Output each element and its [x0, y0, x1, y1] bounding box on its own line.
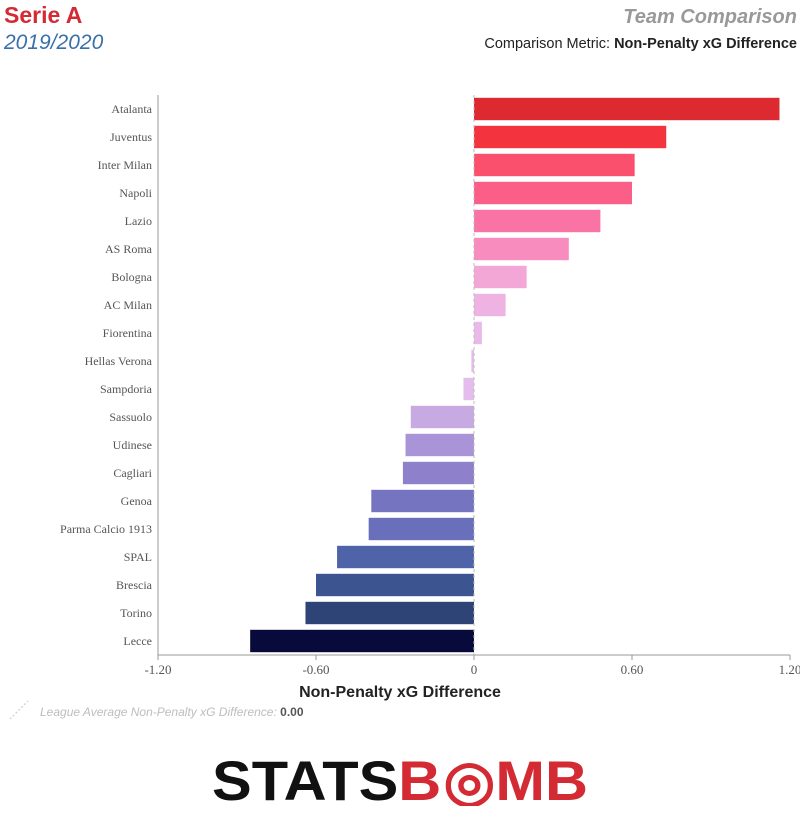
team-label: Lecce [123, 634, 152, 648]
bar-lazio [474, 209, 601, 233]
team-label: Juventus [110, 130, 152, 144]
bar-sassuolo [410, 405, 474, 429]
league-average-label: League Average Non-Penalty xG Difference… [40, 705, 281, 719]
logo-text-right: MB [495, 752, 588, 806]
x-tick-label: 0 [471, 662, 478, 677]
comparison-metric: Comparison Metric: Non-Penalty xG Differ… [484, 36, 797, 52]
bar-hellas-verona [471, 349, 474, 373]
bar-torino [305, 601, 474, 625]
x-tick-label: 1.20 [779, 662, 800, 677]
report-title: Team Comparison [623, 6, 797, 28]
team-labels-layer: Atalanta Juventus Inter Milan Napoli Lazio AS… [60, 102, 153, 648]
bar-sampdoria [463, 377, 474, 401]
team-label: Udinese [113, 438, 152, 452]
bar-lecce [250, 629, 474, 653]
team-label: Inter Milan [98, 158, 152, 172]
bar-as-roma [474, 237, 569, 261]
league-title: Serie A [4, 2, 83, 28]
bar-chart: Atalanta Juventus Inter Milan Napoli Lazio AS… [60, 95, 800, 677]
bar-juventus [474, 125, 667, 149]
bar-bologna [474, 265, 527, 289]
team-label: Atalanta [111, 102, 152, 116]
statsbomb-logo: STATS B◎MB [212, 752, 588, 806]
bar-ac-milan [474, 293, 506, 317]
team-label: Lazio [125, 214, 152, 228]
league-average-value: 0.00 [280, 705, 304, 719]
metric-prefix: Comparison Metric: [484, 36, 615, 52]
metric-name: Non-Penalty xG Difference [614, 36, 797, 52]
logo-text-left: STATS [212, 752, 398, 806]
team-label: SPAL [124, 550, 152, 564]
team-label: AC Milan [104, 298, 152, 312]
team-label: Napoli [119, 186, 152, 200]
bar-inter-milan [474, 153, 635, 177]
bar-cagliari [402, 461, 474, 485]
bars-layer [250, 97, 780, 653]
team-label: Genoa [121, 494, 153, 508]
x-tick-label: -0.60 [302, 662, 329, 677]
bar-napoli [474, 181, 632, 205]
team-label: Sassuolo [109, 410, 152, 424]
axes-layer: -1.20 -0.60 0 0.60 1.20 [144, 95, 800, 677]
dotted-line-icon [9, 700, 29, 720]
team-label: Sampdoria [100, 382, 153, 396]
bar-fiorentina [474, 321, 482, 345]
team-label: Hellas Verona [85, 354, 153, 368]
bar-udinese [405, 433, 474, 457]
x-tick-label: 0.60 [621, 662, 644, 677]
league-average-note: League Average Non-Penalty xG Difference… [40, 705, 304, 719]
team-label: AS Roma [105, 242, 153, 256]
team-label: Brescia [116, 578, 153, 592]
bar-atalanta [474, 97, 780, 121]
team-label: Fiorentina [103, 326, 153, 340]
bar-brescia [316, 573, 474, 597]
x-axis-label: Non-Penalty xG Difference [299, 684, 501, 701]
bar-parma-calcio-1913 [368, 517, 474, 541]
bar-genoa [371, 489, 474, 513]
x-tick-label: -1.20 [144, 662, 171, 677]
team-label: Cagliari [113, 466, 152, 480]
team-label: Parma Calcio 1913 [60, 522, 152, 536]
season-label: 2019/2020 [4, 31, 104, 54]
bar-spal [337, 545, 474, 569]
logo-text-b: B [398, 752, 441, 806]
team-label: Torino [120, 606, 152, 620]
team-label: Bologna [111, 270, 152, 284]
